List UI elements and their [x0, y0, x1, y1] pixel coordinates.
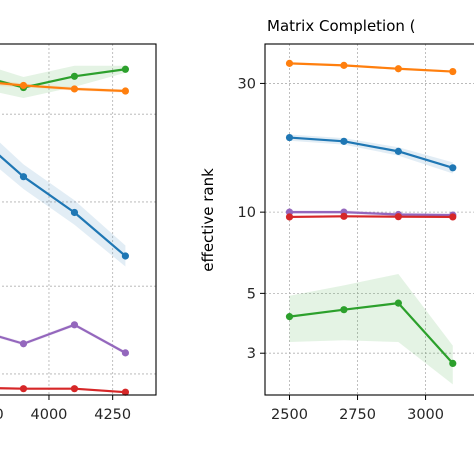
- right-grid: [265, 44, 474, 395]
- data-point: [285, 213, 294, 221]
- y-tick-label: 3: [247, 346, 256, 362]
- data-point: [121, 252, 130, 260]
- series-line: [0, 323, 126, 354]
- data-point: [449, 359, 457, 368]
- right-subplot: 2500 2750 3000 3 5 10 30 Matrix Completion ( e…: [199, 17, 474, 423]
- series-line: [0, 154, 127, 257]
- data-point: [449, 67, 457, 76]
- data-point: [285, 59, 294, 67]
- x-tick-label: 2750: [339, 407, 376, 423]
- series-line: [289, 136, 454, 169]
- data-point: [70, 72, 79, 80]
- data-point: [394, 65, 402, 73]
- data-point: [449, 164, 457, 172]
- data-point: [285, 133, 294, 142]
- series-error-band: [0, 65, 126, 99]
- x-tick-label: 2500: [271, 407, 308, 423]
- data-point: [19, 340, 28, 348]
- x-tick-label: 3000: [407, 407, 444, 423]
- left-series-lines: [0, 65, 130, 396]
- right-axes-frame: [264, 43, 474, 396]
- series-line: [289, 302, 454, 365]
- data-point: [394, 299, 402, 307]
- series-line: [289, 215, 453, 219]
- right-series-lines: [285, 59, 457, 368]
- right-chart-title: Matrix Completion (: [267, 17, 416, 35]
- data-point: [340, 137, 348, 145]
- data-point: [70, 208, 79, 217]
- data-point: [70, 321, 79, 329]
- left-subplot: 3750 4000 4250: [0, 43, 157, 423]
- data-point: [70, 385, 79, 393]
- series-error-band: [289, 273, 453, 385]
- series-line: [0, 82, 126, 93]
- data-point: [19, 385, 28, 393]
- x-tick-label: 3750: [0, 407, 4, 423]
- data-point: [121, 65, 130, 73]
- data-point: [394, 213, 402, 221]
- data-point: [394, 147, 402, 155]
- series-error-band: [0, 323, 126, 355]
- series-line: [0, 387, 126, 394]
- series-line: [289, 62, 453, 73]
- data-point: [121, 349, 130, 357]
- data-point: [340, 212, 348, 220]
- series-error-band: [0, 142, 126, 267]
- data-point: [121, 388, 130, 396]
- y-tick-label: 30: [238, 76, 256, 92]
- x-tick-label: 4250: [94, 407, 131, 423]
- right-y-axis-label: effective rank: [199, 168, 217, 272]
- series-line: [0, 68, 126, 89]
- data-point: [285, 313, 294, 321]
- data-point: [70, 85, 79, 93]
- y-tick-label: 10: [238, 205, 256, 221]
- data-point: [19, 81, 28, 90]
- data-point: [340, 306, 348, 314]
- y-tick-label: 5: [247, 286, 256, 302]
- left-grid: [0, 44, 156, 395]
- x-tick-label: 4000: [31, 407, 68, 423]
- data-point: [19, 173, 28, 181]
- right-ticks: 2500 2750 3000 3 5 10 30: [238, 76, 444, 423]
- data-point: [340, 61, 348, 69]
- series-line: [289, 211, 453, 217]
- data-point: [449, 213, 457, 221]
- left-x-ticks: 3750 4000 4250: [0, 395, 131, 423]
- left-axes-frame: [0, 43, 157, 396]
- data-point: [121, 87, 130, 95]
